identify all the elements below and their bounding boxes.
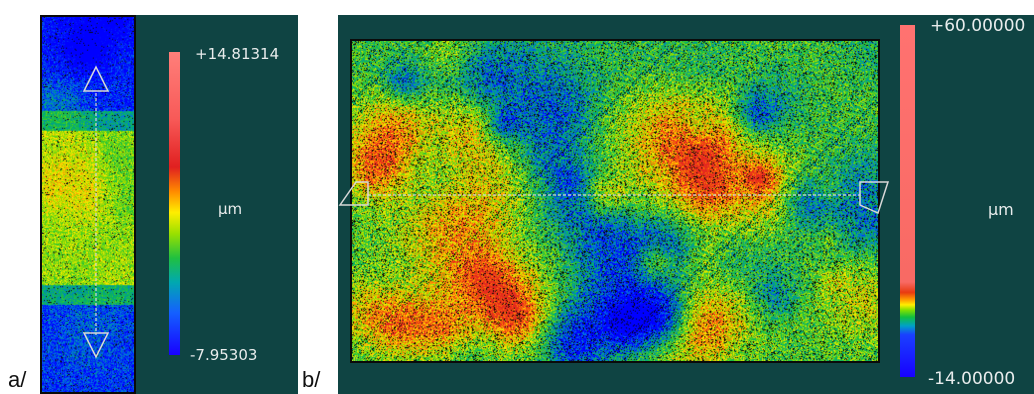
height-map-b[interactable] (350, 39, 880, 363)
panel-b: +60.00000 µm -14.00000 (338, 15, 1034, 394)
color-scale-bar-b (900, 25, 915, 377)
panel-a-label: a/ (8, 367, 27, 392)
panel-a: +14.81314 µm -7.95303 (40, 15, 298, 394)
height-map-a[interactable] (40, 15, 136, 394)
scale-min-b: -14.00000 (928, 369, 1016, 389)
panel-b-label: b/ (302, 367, 321, 392)
color-scale-bar-a (169, 52, 180, 355)
scale-min-a: -7.95303 (190, 346, 258, 364)
unit-a: µm (218, 200, 243, 218)
scale-max-a: +14.81314 (195, 45, 280, 63)
unit-b: µm (988, 200, 1014, 219)
scale-max-b: +60.00000 (930, 16, 1026, 36)
